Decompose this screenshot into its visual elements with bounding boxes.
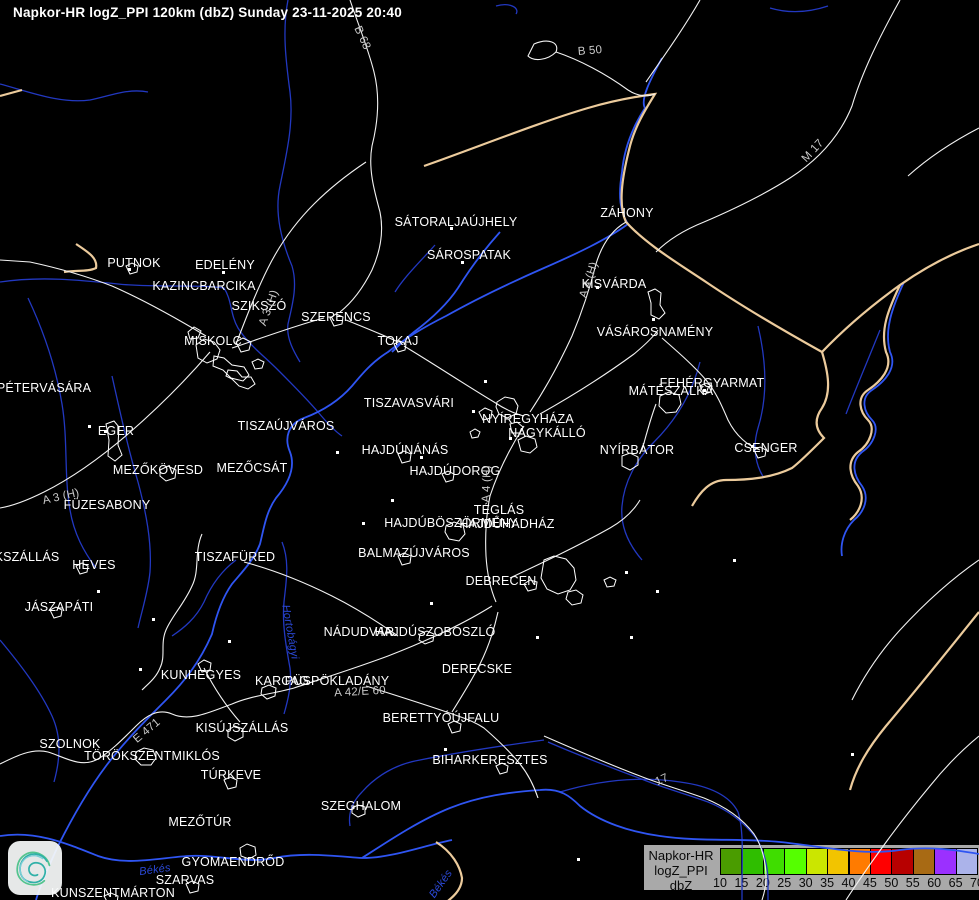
road-shield-label: B 50 xyxy=(577,43,603,59)
city-label: GYOMAENDRŐD xyxy=(181,855,285,869)
road-shield-label: A 42/E 60 xyxy=(333,684,387,700)
city-label: TÖRÖKSZENTMIKLÓS xyxy=(84,749,220,763)
city-label: TÚRKEVE xyxy=(200,768,262,782)
city-label: MÁTÉSZALKA xyxy=(628,384,714,398)
city-label: SÁTORALJAÚJHELY xyxy=(394,215,518,229)
city-label: SZIKSZÓ xyxy=(231,299,287,313)
city-label: SZEGHALOM xyxy=(320,799,402,813)
city-label: NAGYKÁLLÓ xyxy=(508,426,586,440)
city-label: NYÍREGYHÁZA xyxy=(482,412,574,426)
city-label: FÜZESABONY xyxy=(63,498,151,512)
road-shield-label: E 471 xyxy=(131,716,163,746)
city-label: HAJDÚNÁNÁS xyxy=(361,443,449,457)
city-label: EGER xyxy=(97,424,135,438)
weather-service-logo xyxy=(8,841,62,895)
city-label: HEVES xyxy=(72,558,116,572)
road-shield-label: A 4 (H) xyxy=(480,465,494,503)
road-shield-label: M 17 xyxy=(799,137,827,165)
city-label: MISKOLC xyxy=(184,334,242,348)
city-label: MEZŐCSÁT xyxy=(216,461,288,475)
city-label: HAJDÚSZOBOSZLÓ xyxy=(374,625,496,639)
road-shield-label: B 68 xyxy=(351,24,373,52)
legend-tick-value: 35 xyxy=(820,876,835,890)
city-label: CSENGER xyxy=(734,441,798,455)
city-label: DERECSKE xyxy=(441,662,513,676)
legend-tick-value: 25 xyxy=(777,876,792,890)
city-label: MEZŐKÖVESD xyxy=(112,463,204,477)
city-label: KSZÁLLÁS xyxy=(0,550,60,564)
city-label: MEZŐTÚR xyxy=(168,815,232,829)
city-label: PUTNOK xyxy=(107,256,161,270)
city-label: KAZINCBARCIKA xyxy=(152,279,256,293)
city-label: JÁSZAPÁTI xyxy=(24,600,94,614)
city-label: NYÍRBÁTOR xyxy=(599,443,675,457)
radar-spiral-icon xyxy=(16,851,51,886)
city-label: ZÁHONY xyxy=(600,206,654,220)
city-label: TOKAJ xyxy=(377,334,419,348)
city-label: KUNSZENTMÁRTON xyxy=(51,886,175,900)
road-shield-label: 17 xyxy=(653,771,671,789)
city-label: TISZAFÜRED xyxy=(194,550,276,564)
city-label: PÉTERVÁSÁRA xyxy=(0,381,92,395)
legend-tick-value: 30 xyxy=(798,876,813,890)
city-label: KISÚJSZÁLLÁS xyxy=(195,721,289,735)
city-label: TISZAÚJVÁROS xyxy=(237,419,335,433)
city-label: VÁSÁROSNAMÉNY xyxy=(596,325,714,339)
river-name-label: Hortobágyi xyxy=(279,603,301,661)
radar-product-title: Napkor-HR logZ_PPI 120km (dbZ) Sunday 23… xyxy=(13,5,402,20)
city-label: SÁROSPATAK xyxy=(427,248,511,262)
city-label: TISZAVASVÁRI xyxy=(363,396,455,410)
city-label: DEBRECEN xyxy=(465,574,537,588)
city-label: HAJDÚHADHÁZ xyxy=(459,517,555,531)
city-label: KUNHEGYES xyxy=(160,668,242,682)
city-label: EDELÉNY xyxy=(195,258,255,272)
city-label: BALMAZÚJVÁROS xyxy=(358,546,470,560)
city-label: BIHARKERESZTES xyxy=(432,753,548,767)
river-name-label: Békés xyxy=(427,867,455,900)
city-label: SZARVAS xyxy=(155,873,215,887)
city-label: BERETTYÓÚJFALU xyxy=(382,711,500,725)
city-label: TÉGLÁS xyxy=(473,503,525,517)
city-label: SZERENCS xyxy=(301,310,371,324)
